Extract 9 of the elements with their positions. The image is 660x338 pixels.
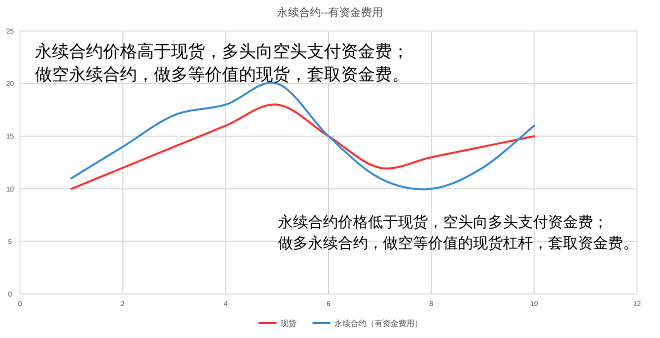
annotation: 做多永续合约，做空等价值的现货杠杆，套取资金费。 — [278, 235, 638, 252]
annotation: 永续合约价格低于现货，空头向多头支付资金费； — [278, 214, 608, 231]
legend-label: 现货 — [280, 319, 296, 328]
chart-title: 永续合约--有资金费用 — [276, 6, 384, 19]
annotation: 永续合约价格高于现货，多头向空头支付资金费； — [35, 42, 409, 61]
line-series — [70, 104, 536, 190]
legend-label: 永续合约（有资金费用） — [334, 319, 422, 328]
line-series — [70, 82, 536, 190]
annotation: 做空永续合约，做多等价值的现货，套取资金费。 — [35, 65, 409, 84]
